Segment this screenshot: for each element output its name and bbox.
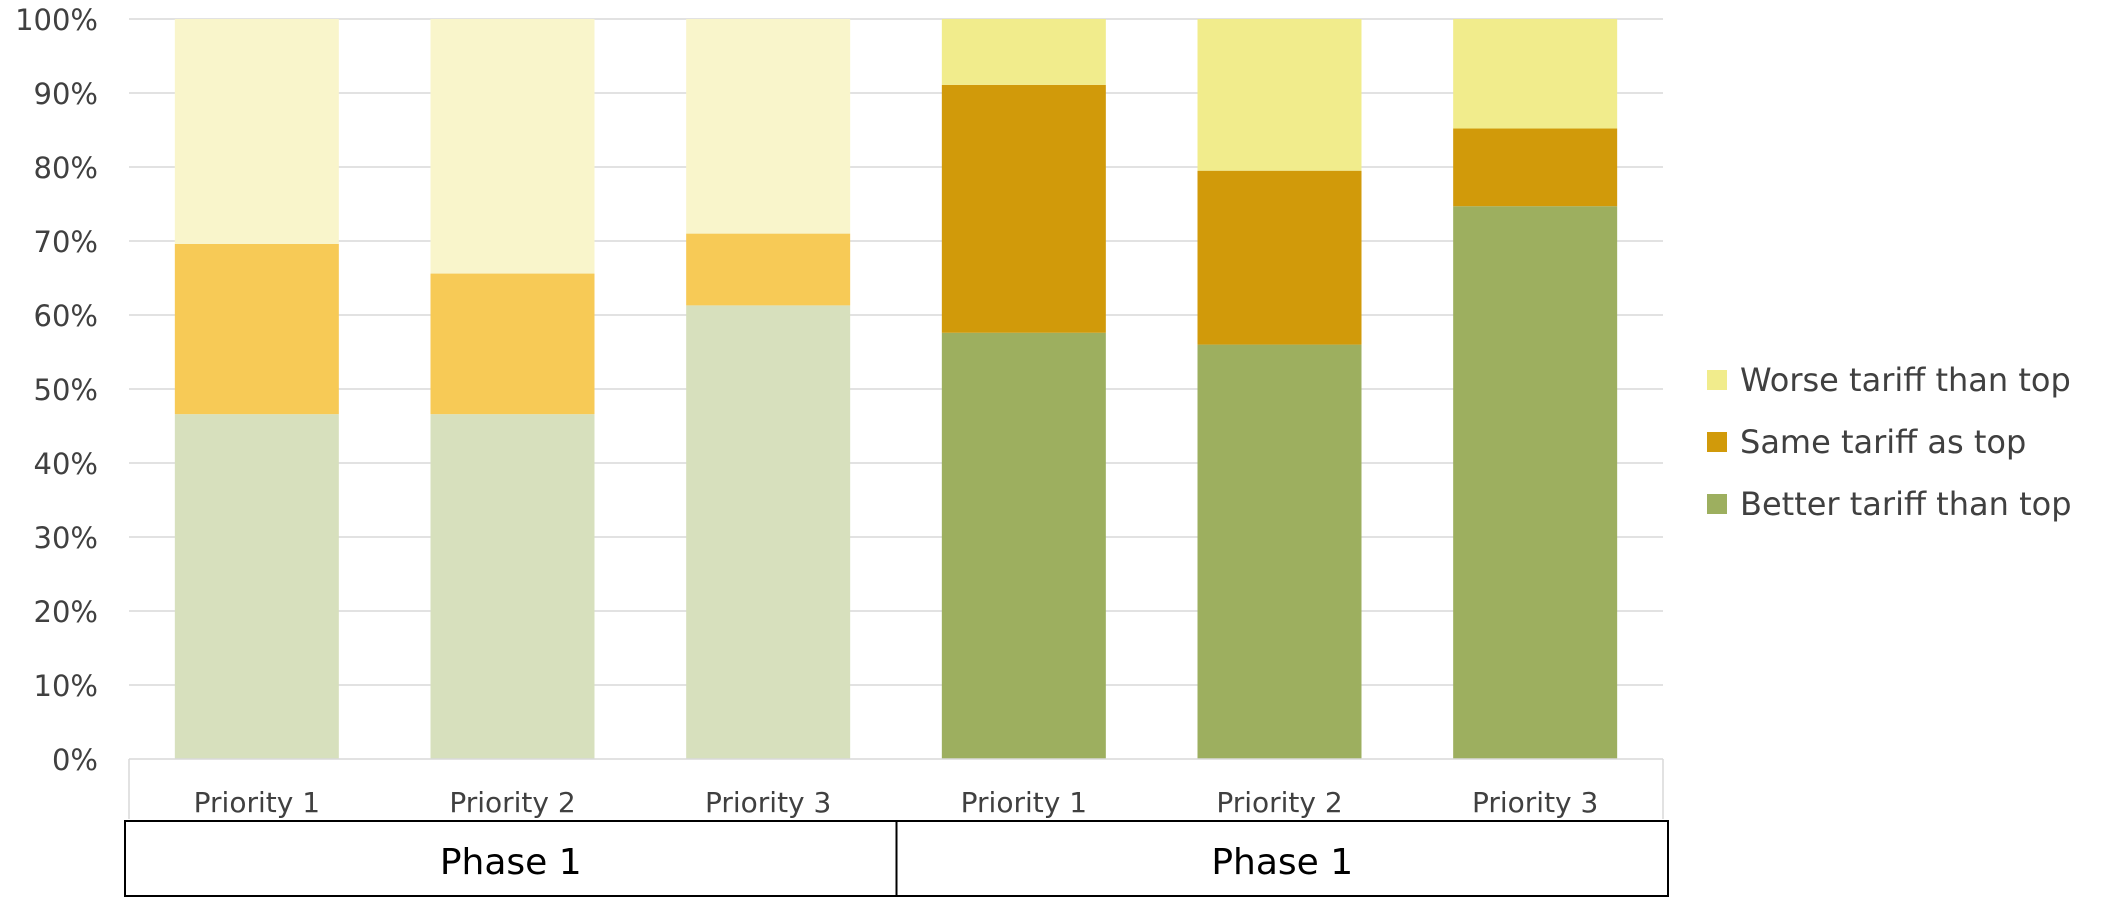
bar-segment [430, 19, 595, 274]
bar-segment [1453, 128, 1618, 207]
bar-segment [686, 19, 851, 234]
bar-segment [174, 414, 339, 759]
bar-segment [174, 19, 339, 244]
bar-segment [686, 233, 851, 306]
bar-segment [1453, 206, 1618, 760]
y-tick-label: 20% [34, 595, 98, 629]
y-tick-label: 30% [34, 521, 98, 555]
bars [174, 19, 1618, 760]
group-label: Phase 1 [440, 842, 582, 883]
legend-swatch [1707, 432, 1727, 452]
legend-label: Better tariff than top [1740, 485, 2072, 523]
legend: Worse tariff than top Same tariff as top B… [1707, 361, 2072, 523]
x-tick-label: Priority 1 [961, 786, 1087, 819]
y-tick-label: 0% [52, 743, 98, 777]
bar-segment [1453, 19, 1618, 129]
y-tick-label: 80% [34, 151, 98, 185]
legend-swatch [1707, 370, 1727, 390]
y-tick-label: 70% [34, 225, 98, 259]
gridlines [129, 18, 1663, 686]
group-label-box [895, 820, 1669, 897]
bar-segment [941, 84, 1106, 333]
x-tick-label: Priority 1 [194, 786, 320, 819]
bar-segment [174, 243, 339, 415]
bar-segment [941, 332, 1106, 759]
bar-segment [941, 19, 1106, 85]
y-tick-label: 60% [34, 299, 98, 333]
y-tick-label: 100% [15, 3, 98, 37]
group-label: Phase 1 [1211, 842, 1353, 883]
bar-segment [430, 414, 595, 759]
y-tick-label: 50% [34, 373, 98, 407]
y-tick-label: 90% [34, 77, 98, 111]
bar-segment [1197, 344, 1362, 759]
axes: 0% 10% 20% 30% 40% 50% 60% 70% 80% 90% 100% Priorit… [15, 3, 1669, 897]
x-tick-label: Priority 3 [1472, 786, 1598, 819]
legend-swatch [1707, 494, 1727, 514]
x-tick-label: Priority 3 [705, 786, 831, 819]
bar-segment [1197, 170, 1362, 345]
legend-label: Same tariff as top [1740, 423, 2026, 461]
bar-segment [1197, 19, 1362, 171]
y-tick-label: 40% [34, 447, 98, 481]
bar-segment [430, 273, 595, 415]
legend-label: Worse tariff than top [1740, 361, 2071, 399]
x-tick-label: Priority 2 [1216, 786, 1342, 819]
y-tick-label: 10% [34, 669, 98, 703]
x-tick-label: Priority 2 [449, 786, 575, 819]
bar-segment [686, 305, 851, 759]
